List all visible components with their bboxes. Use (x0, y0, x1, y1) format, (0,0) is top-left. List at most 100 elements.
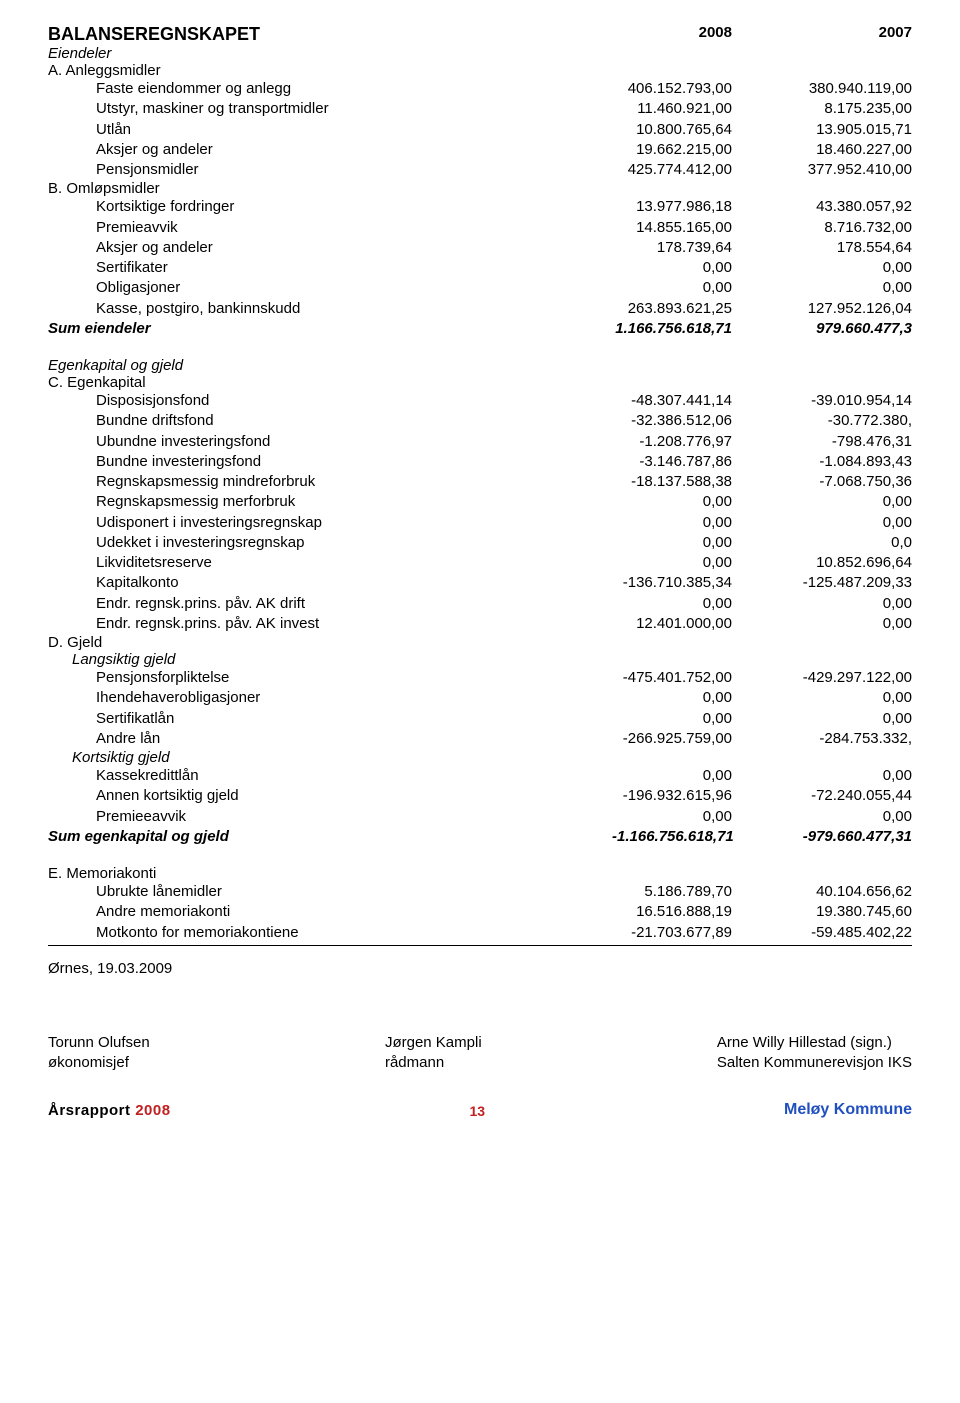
footer-left-b: 2008 (135, 1102, 170, 1119)
section-b-row: Sertifikater0,000,00 (48, 258, 912, 278)
section-c-label: Ubundne investeringsfond (48, 432, 612, 452)
section-b-row: Kasse, postgiro, bankinnskudd263.893.621… (48, 299, 912, 319)
section-a-heading: A. Anleggsmidler (48, 62, 912, 79)
sig-1-name: Torunn Olufsen (48, 1033, 150, 1053)
section-c-v2: -7.068.750,36 (792, 472, 912, 492)
year-col-2: 2007 (792, 24, 912, 45)
section-a-v2: 13.905.015,71 (792, 120, 912, 140)
section-c-v1: 12.401.000,00 (612, 614, 732, 634)
sig-3-title: Salten Kommunerevisjon IKS (717, 1053, 912, 1073)
section-d-kort-v2: -72.240.055,44 (792, 786, 912, 806)
section-b-v1: 263.893.621,25 (612, 299, 732, 319)
sig-1-title: økonomisjef (48, 1053, 150, 1073)
section-b-label: Sertifikater (48, 258, 612, 278)
sum-egenkapital-v2: -979.660.477,31 (792, 827, 912, 847)
section-c-row: Ubundne investeringsfond-1.208.776,97 -79… (48, 432, 912, 452)
section-d-kort-v2: 0,00 (792, 766, 912, 786)
section-c-v1: -3.146.787,86 (612, 452, 732, 472)
section-c-v2: 10.852.696,64 (792, 553, 912, 573)
section-c-v1: -136.710.385,34 (612, 573, 732, 593)
kortsiktig-heading: Kortsiktig gjeld (48, 749, 912, 766)
section-a-row: Aksjer og andeler19.662.215,0018.460.227… (48, 140, 912, 160)
sig-2-title: rådmann (385, 1053, 482, 1073)
section-c-v1: 0,00 (612, 553, 732, 573)
section-a-row: Utlån10.800.765,6413.905.015,71 (48, 120, 912, 140)
section-a-row: Faste eiendommer og anlegg406.152.793,00… (48, 79, 912, 99)
section-b-row: Aksjer og andeler178.739,64178.554,64 (48, 238, 912, 258)
section-e-row: Ubrukte lånemidler5.186.789,7040.104.656… (48, 882, 912, 902)
section-b-label: Kortsiktige fordringer (48, 197, 612, 217)
egenkapital-gjeld-heading: Egenkapital og gjeld (48, 357, 912, 374)
section-e-row: Motkonto for memoriakontiene-21.703.677,… (48, 923, 912, 943)
section-a-v1: 10.800.765,64 (612, 120, 732, 140)
section-d-kort-v2: 0,00 (792, 807, 912, 827)
section-e-v1: 16.516.888,19 (612, 902, 732, 922)
section-c-row: Udisponert i investeringsregnskap0,000,0… (48, 513, 912, 533)
section-e-v1: -21.703.677,89 (612, 923, 732, 943)
dateline: Ørnes, 19.03.2009 (48, 960, 912, 977)
section-b-v1: 14.855.165,00 (612, 218, 732, 238)
section-b-row: Obligasjoner0,000,00 (48, 278, 912, 298)
footer-left-a: Årsrapport (48, 1102, 135, 1119)
section-d-kort-v1: -196.932.615,96 (612, 786, 732, 806)
signatures: Torunn Olufsen økonomisjef Jørgen Kampli… (48, 1033, 912, 1074)
sum-egenkapital-v1: -1.166.756.618,71 (612, 827, 732, 847)
section-c-row: Likviditetsreserve0,00 10.852.696,64 (48, 553, 912, 573)
section-b-label: Aksjer og andeler (48, 238, 612, 258)
section-d-kort-v1: 0,00 (612, 807, 732, 827)
section-b-v1: 178.739,64 (612, 238, 732, 258)
section-e-heading: E. Memoriakonti (48, 865, 912, 882)
section-a-v2: 380.940.119,00 (792, 79, 912, 99)
section-d-lang-v2: -429.297.122,00 (792, 668, 912, 688)
section-b-label: Kasse, postgiro, bankinnskudd (48, 299, 612, 319)
section-c-v1: 0,00 (612, 594, 732, 614)
section-d-lang-label: Sertifikatlån (48, 709, 612, 729)
eiendeler-heading: Eiendeler (48, 45, 912, 62)
section-d-lang-label: Andre lån (48, 729, 612, 749)
sig-3-name: Arne Willy Hillestad (sign.) (717, 1033, 912, 1053)
section-e-v2: 40.104.656,62 (792, 882, 912, 902)
section-c-row: Disposisjonsfond-48.307.441,14-39.010.95… (48, 391, 912, 411)
section-e-label: Ubrukte lånemidler (48, 882, 612, 902)
section-c-row: Regnskapsmessig merforbruk0,000,00 (48, 492, 912, 512)
section-c-label: Likviditetsreserve (48, 553, 612, 573)
section-a-v2: 377.952.410,00 (792, 160, 912, 180)
section-d-lang-v1: -266.925.759,00 (612, 729, 732, 749)
section-c-v2: -798.476,31 (792, 432, 912, 452)
footer-page-num: 13 (469, 1103, 485, 1119)
section-a-label: Faste eiendommer og anlegg (48, 79, 612, 99)
section-a-v1: 425.774.412,00 (612, 160, 732, 180)
section-d-heading: D. Gjeld (48, 634, 912, 651)
langsiktig-heading: Langsiktig gjeld (48, 651, 912, 668)
section-b-v1: 0,00 (612, 278, 732, 298)
section-d-kort-label: Kassekredittlån (48, 766, 612, 786)
section-d-lang-v1: -475.401.752,00 (612, 668, 732, 688)
section-c-v1: -48.307.441,14 (612, 391, 732, 411)
section-c-v1: 0,00 (612, 492, 732, 512)
section-c-row: Regnskapsmessig mindreforbruk-18.137.588… (48, 472, 912, 492)
section-c-row: Bundne investeringsfond-3.146.787,86-1.0… (48, 452, 912, 472)
section-c-label: Udekket i investeringsregnskap (48, 533, 612, 553)
section-a-v1: 406.152.793,00 (612, 79, 732, 99)
section-d-lang-v1: 0,00 (612, 688, 732, 708)
section-c-label: Udisponert i investeringsregnskap (48, 513, 612, 533)
footer-left: Årsrapport 2008 (48, 1102, 171, 1119)
section-d-kort-row: Premieeavvik0,000,00 (48, 807, 912, 827)
section-d-kort-v1: 0,00 (612, 766, 732, 786)
sum-egenkapital-label: Sum egenkapital og gjeld (48, 827, 612, 847)
section-d-lang-label: Pensjonsforpliktelse (48, 668, 612, 688)
section-c-v1: -1.208.776,97 (612, 432, 732, 452)
section-c-label: Kapitalkonto (48, 573, 612, 593)
section-e-v2: -59.485.402,22 (792, 923, 912, 943)
section-e-label: Andre memoriakonti (48, 902, 612, 922)
section-b-v2: 8.716.732,00 (792, 218, 912, 238)
section-c-label: Endr. regnsk.prins. påv. AK invest (48, 614, 612, 634)
section-c-v2: -125.487.209,33 (792, 573, 912, 593)
section-c-row: Endr. regnsk.prins. påv. AK drift0,000,0… (48, 594, 912, 614)
section-c-v2: -30.772.380, (792, 411, 912, 431)
section-c-label: Regnskapsmessig merforbruk (48, 492, 612, 512)
section-d-lang-row: Sertifikatlån0,000,00 (48, 709, 912, 729)
section-e-label: Motkonto for memoriakontiene (48, 923, 612, 943)
section-a-row: Utstyr, maskiner og transportmidler11.46… (48, 99, 912, 119)
section-a-row: Pensjonsmidler425.774.412,00377.952.410,… (48, 160, 912, 180)
